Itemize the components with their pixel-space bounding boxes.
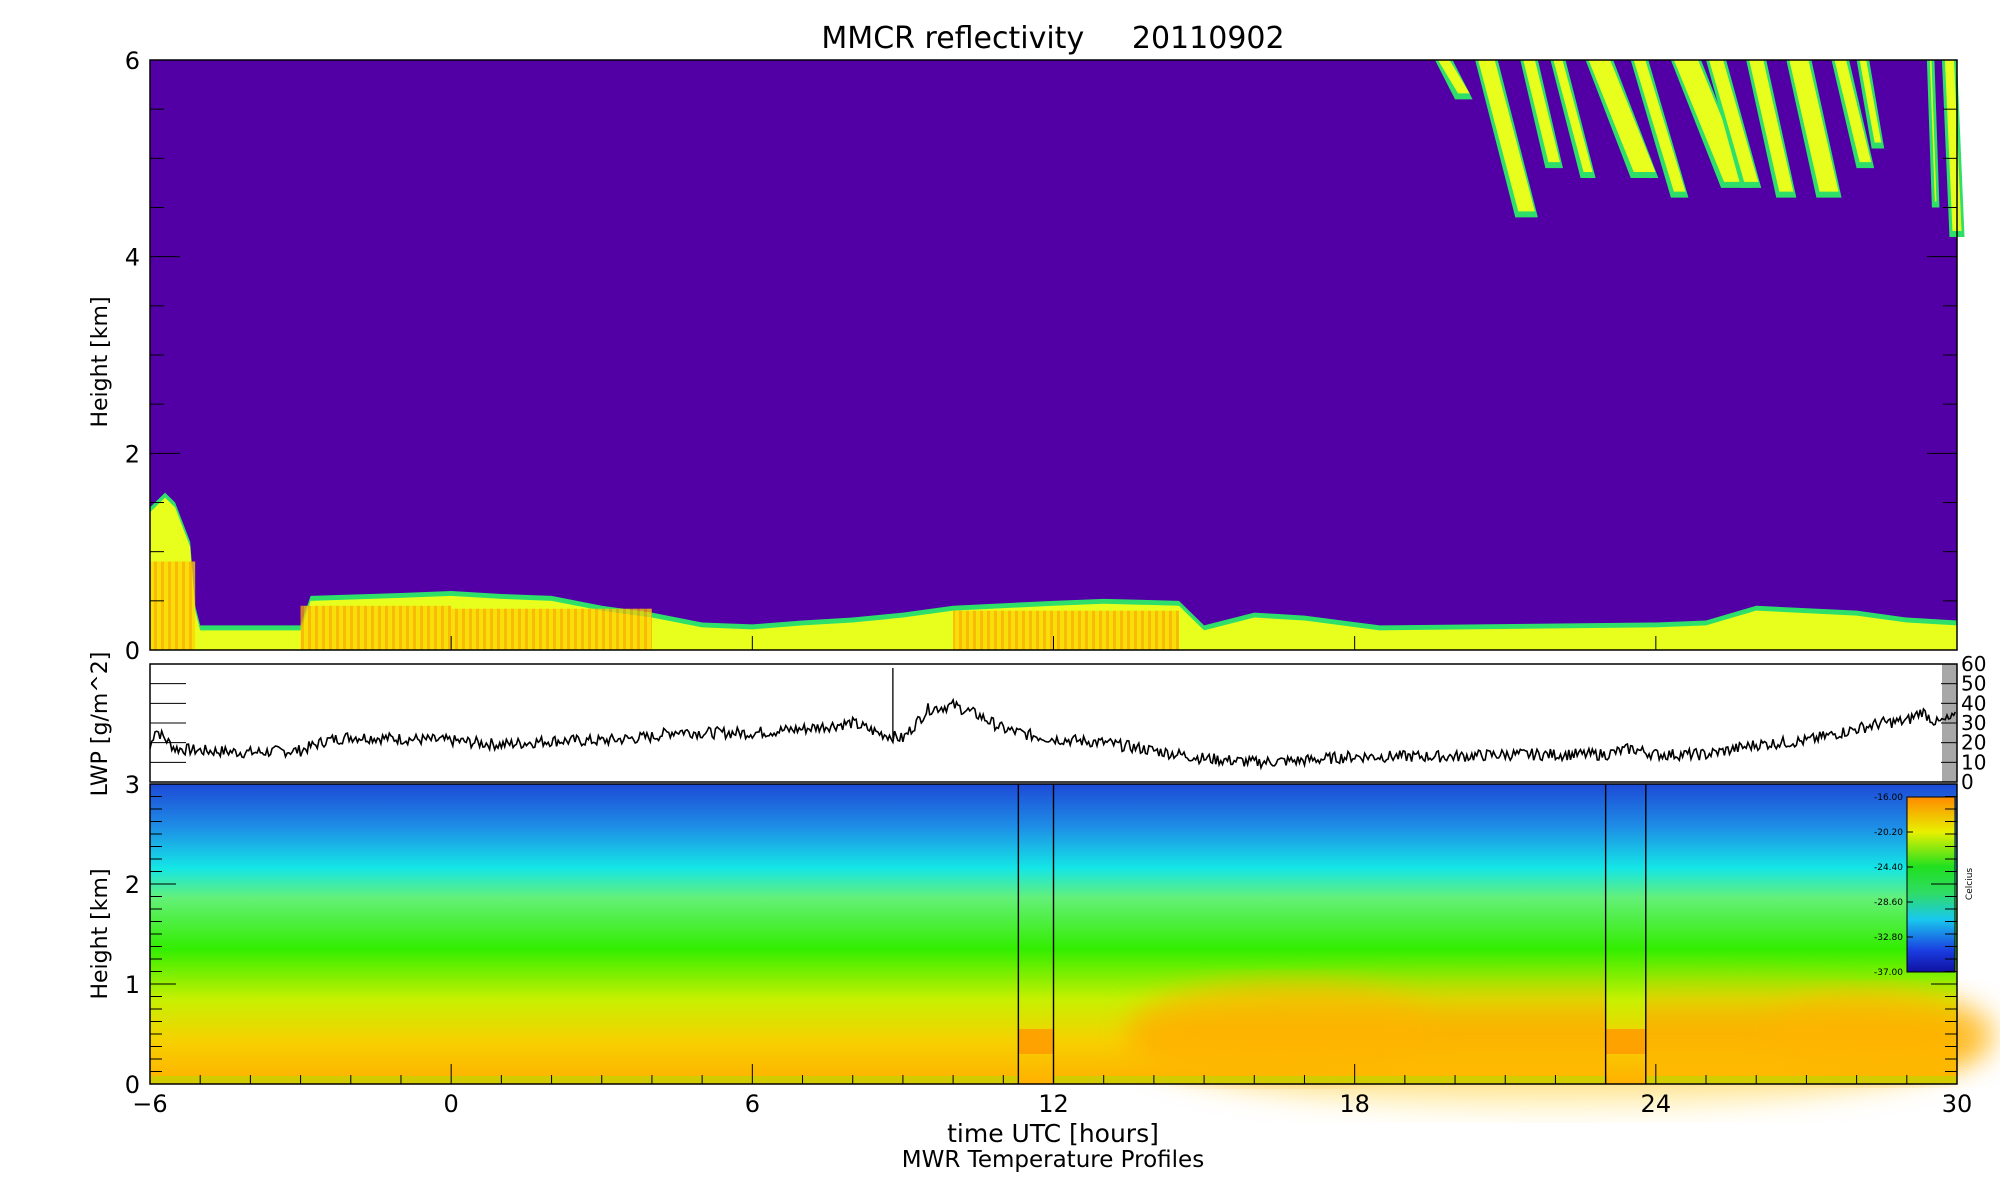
cirrus-streak-core [1929,60,1937,202]
gap-warm [1605,1029,1646,1054]
x-tick-label: 12 [1038,1090,1069,1118]
lwp-tick-label: 40 [1961,691,1986,715]
colorbar-tick-label: -16.00 [1874,793,1903,803]
temperature-ylabel: Height [km] [88,868,113,999]
data-gaps [1017,784,1647,1084]
gap-warm [1018,1029,1054,1054]
y-tick-label: 2 [125,440,140,468]
cloud-dense-band [451,608,652,650]
cirrus-streak-core [1789,60,1839,192]
y-tick-label: 0 [125,637,140,665]
lwp-tick-label: 0 [1961,770,1974,794]
cirrus-streak-core [1749,60,1794,192]
temp-y-tick-label: 2 [125,871,140,899]
reflectivity-panel: 0 2 4 6 Height [km] [88,47,1965,665]
cirrus-streak-core [1553,60,1593,172]
temp-y-tick-label: 1 [125,971,140,999]
boundary-layer-cloud [150,492,1957,650]
reflectivity-background [150,60,1957,650]
cloud-dense-band [300,605,452,650]
colorbar-tick-label: -37.00 [1874,968,1903,978]
temp-y-tick-label: 0 [125,1071,140,1099]
reflectivity-axes: 0 2 4 6 [125,47,1958,665]
bottom-subtitle: MWR Temperature Profiles [902,1147,1204,1173]
lwp-line [149,697,1957,771]
cirrus-layer [1434,60,1965,237]
x-tick-label: −6 [132,1090,167,1118]
lwp-tick-label: 30 [1961,711,1986,735]
lwp-series [149,667,1957,771]
lwp-tick-label: 60 [1961,652,1986,676]
colorbar-tick-label: -20.20 [1874,828,1903,838]
colorbar-tick-label: -28.60 [1874,898,1903,908]
cloud-dense-band [150,561,196,650]
lwp-ylabel: LWP [g/m^2] [88,652,113,797]
cirrus-streak-core [1834,60,1872,163]
cirrus-streak-core [1478,60,1535,212]
lwp-tick-label: 10 [1961,750,1986,774]
lwp-tick-label: 20 [1961,731,1986,755]
x-tick-label: 30 [1942,1090,1973,1118]
lwp-background [150,664,1957,782]
colorbar-label: Celcius [1965,868,1975,900]
chart-title: MMCR reflectivity 20110902 [821,21,1284,56]
lwp-tick-label: 50 [1961,672,1986,696]
cloud-dense-band [953,610,1179,650]
cirrus-streak-core [1437,60,1470,94]
x-axis-label: time UTC [hours] [947,1119,1159,1148]
cirrus-streak-core [1523,60,1560,163]
x-tick-label: 18 [1339,1090,1370,1118]
temp-y-tick-label: 3 [125,771,140,799]
x-tick-label: 24 [1641,1090,1672,1118]
temperature-panel: -16.00 -20.20 -24.40 -28.60 -32.80 -37.00 Cel… [88,771,1998,1118]
y-tick-label: 6 [125,47,140,75]
reflectivity-ylabel: Height [km] [88,296,113,427]
x-tick-label: 0 [444,1090,459,1118]
y-tick-label: 4 [125,244,140,272]
cirrus-streak-core [1588,60,1656,172]
cirrus-streak-core [1633,60,1686,192]
cirrus-streak-core [1673,60,1749,182]
cirrus-streak-core [1859,60,1882,143]
colorbar-tick-label: -32.80 [1874,933,1903,943]
x-tick-label: 6 [745,1090,760,1118]
cirrus-streak-core [1709,60,1759,182]
warm-blob [1128,979,1430,1079]
warm-blob [1766,989,1998,1079]
colorbar-tick-label: -24.40 [1874,863,1903,873]
